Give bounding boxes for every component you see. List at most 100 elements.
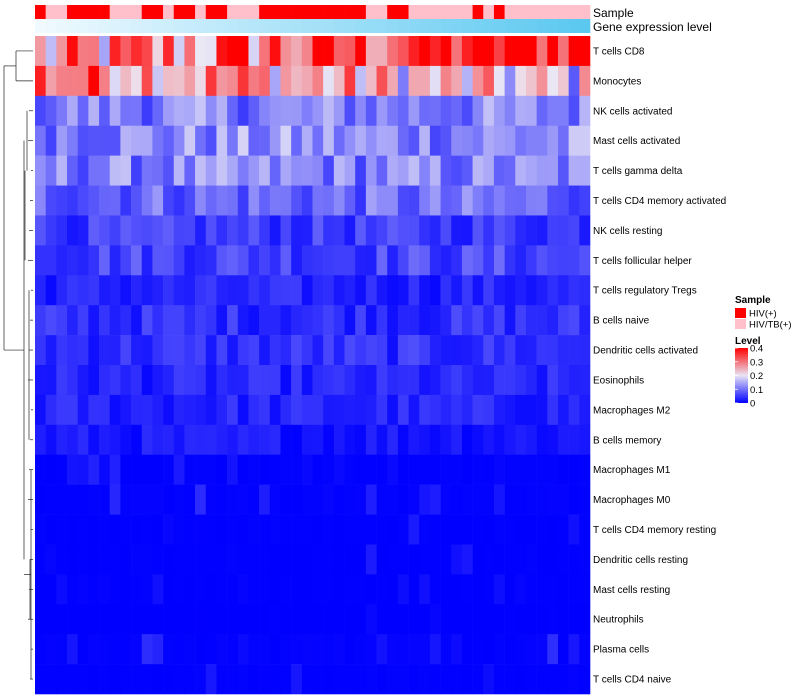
heatmap-cell [195, 245, 207, 276]
heatmap-cell [259, 544, 271, 575]
heatmap-cell [301, 574, 313, 605]
heatmap-cell [472, 275, 484, 306]
heatmap-cell [504, 604, 516, 635]
heatmap-cell [77, 394, 89, 426]
heatmap-cell [99, 95, 111, 127]
heatmap-cell [376, 275, 388, 306]
heatmap-cell [45, 544, 57, 575]
heatmap-cell [195, 604, 207, 635]
heatmap-cell [195, 215, 207, 246]
heatmap-cell [461, 664, 473, 695]
heatmap-cell [67, 36, 78, 67]
heatmap-cell [259, 484, 271, 515]
heatmap-cell [536, 365, 548, 396]
heatmap-cell [525, 484, 537, 515]
heatmap-cell [440, 424, 452, 456]
heatmap-cell [397, 664, 409, 695]
heatmap-cell [397, 95, 409, 127]
heatmap-cell [131, 514, 143, 545]
heatmap-cell [173, 634, 185, 665]
heatmap-cell [205, 664, 217, 695]
gene-level-cell [45, 19, 57, 33]
heatmap-cell [515, 394, 527, 426]
heatmap-cell [109, 634, 121, 665]
heatmap-cell [365, 335, 377, 366]
heatmap-cell [397, 305, 409, 336]
heatmap-cell [515, 155, 527, 186]
heatmap-cell [301, 454, 313, 485]
heatmap-cell [35, 544, 46, 575]
heatmap-cell [141, 185, 153, 216]
heatmap-cell [547, 365, 559, 396]
heatmap-cell [429, 36, 441, 67]
heatmap-cell [280, 484, 292, 515]
heatmap-cell [237, 424, 249, 456]
heatmap-cell [387, 215, 399, 246]
heatmap-cell [88, 664, 100, 695]
heatmap-cell [67, 275, 78, 306]
heatmap-cell [419, 365, 431, 396]
heatmap-cell [35, 185, 46, 216]
heatmap-cell [557, 245, 569, 276]
gene-level-cell [483, 19, 495, 33]
gene-level-cell [504, 19, 516, 33]
heatmap-cell [131, 394, 143, 426]
heatmap-cell [45, 215, 57, 246]
heatmap-cell [173, 275, 185, 306]
heatmap-cell [472, 125, 484, 156]
heatmap-cell [163, 574, 175, 605]
heatmap-cell [205, 245, 217, 276]
heatmap-cell [67, 394, 78, 426]
heatmap-cell [515, 185, 527, 216]
heatmap-cell [568, 245, 580, 276]
heatmap-cell [397, 574, 409, 605]
heatmap-cell [536, 544, 548, 575]
heatmap-cell [163, 185, 175, 216]
heatmap-cell [504, 215, 516, 246]
heatmap-cell [515, 95, 527, 127]
heatmap-cell [152, 514, 164, 545]
heatmap-cell [109, 454, 121, 485]
heatmap-cell [312, 155, 324, 186]
heatmap-cell [152, 574, 164, 605]
heatmap-cell [515, 275, 527, 306]
sample-cell [141, 5, 153, 19]
heatmap-cell [579, 454, 591, 485]
gene-level-cell [323, 19, 335, 33]
heatmap-cell [291, 514, 303, 545]
heatmap-cell [173, 125, 185, 156]
heatmap-cell [504, 574, 516, 605]
heatmap-cell [301, 245, 313, 276]
heatmap-cell [67, 305, 78, 336]
heatmap-cell [429, 335, 441, 366]
heatmap-cell [131, 574, 143, 605]
heatmap-cell [323, 394, 335, 426]
row-label: Eosinophils [593, 375, 644, 386]
heatmap-cell [269, 634, 281, 665]
heatmap-cell [429, 664, 441, 695]
heatmap-cell [173, 514, 185, 545]
heatmap-cell [344, 484, 356, 515]
heatmap-cell [173, 664, 185, 695]
heatmap-cell [184, 514, 196, 545]
heatmap-cell [483, 335, 495, 366]
heatmap-cell [472, 394, 484, 426]
heatmap-cell [205, 634, 217, 665]
heatmap-cell [387, 634, 399, 665]
heatmap-cell [568, 394, 580, 426]
heatmap-cell [451, 544, 463, 575]
gene-level-cell [35, 19, 46, 33]
heatmap-cell [280, 215, 292, 246]
heatmap-cell [429, 484, 441, 515]
heatmap-cell [312, 245, 324, 276]
heatmap-cell [173, 95, 185, 127]
heatmap-cell [365, 484, 377, 515]
heatmap-cell [408, 245, 420, 276]
heatmap-cell [173, 424, 185, 456]
heatmap-cell [77, 95, 89, 127]
heatmap-cell [440, 185, 452, 216]
heatmap-cell [88, 305, 100, 336]
heatmap-cell [120, 604, 132, 635]
heatmap-cell [472, 95, 484, 127]
gene-level-cell [248, 19, 260, 33]
